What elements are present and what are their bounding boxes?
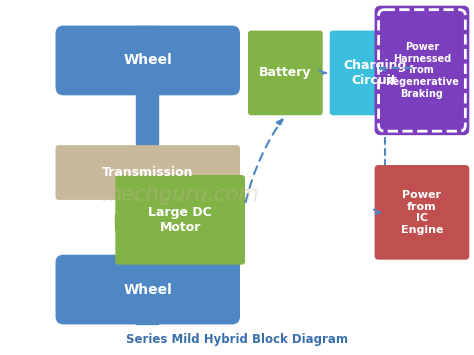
FancyBboxPatch shape xyxy=(374,165,469,260)
Bar xyxy=(137,26,158,324)
FancyBboxPatch shape xyxy=(55,255,240,324)
Text: Power
from
IC
Engine: Power from IC Engine xyxy=(401,190,443,235)
Text: Wheel: Wheel xyxy=(123,54,172,67)
Text: Series Mild Hybrid Block Diagram: Series Mild Hybrid Block Diagram xyxy=(126,333,348,346)
Text: Transmission: Transmission xyxy=(102,166,193,179)
Text: Wheel: Wheel xyxy=(123,283,172,296)
Text: Charging
Circuit: Charging Circuit xyxy=(343,59,406,87)
Text: mechguru.com: mechguru.com xyxy=(101,185,259,205)
FancyBboxPatch shape xyxy=(115,175,245,265)
Text: Battery: Battery xyxy=(259,66,311,80)
Bar xyxy=(115,214,147,230)
FancyBboxPatch shape xyxy=(374,6,469,135)
FancyBboxPatch shape xyxy=(55,26,240,95)
FancyBboxPatch shape xyxy=(55,145,240,200)
FancyBboxPatch shape xyxy=(248,31,323,115)
Text: Large DC
Motor: Large DC Motor xyxy=(148,206,212,234)
FancyBboxPatch shape xyxy=(330,31,419,115)
Text: Power
Harnessed
from
Regenerative
Braking: Power Harnessed from Regenerative Brakin… xyxy=(385,42,459,99)
